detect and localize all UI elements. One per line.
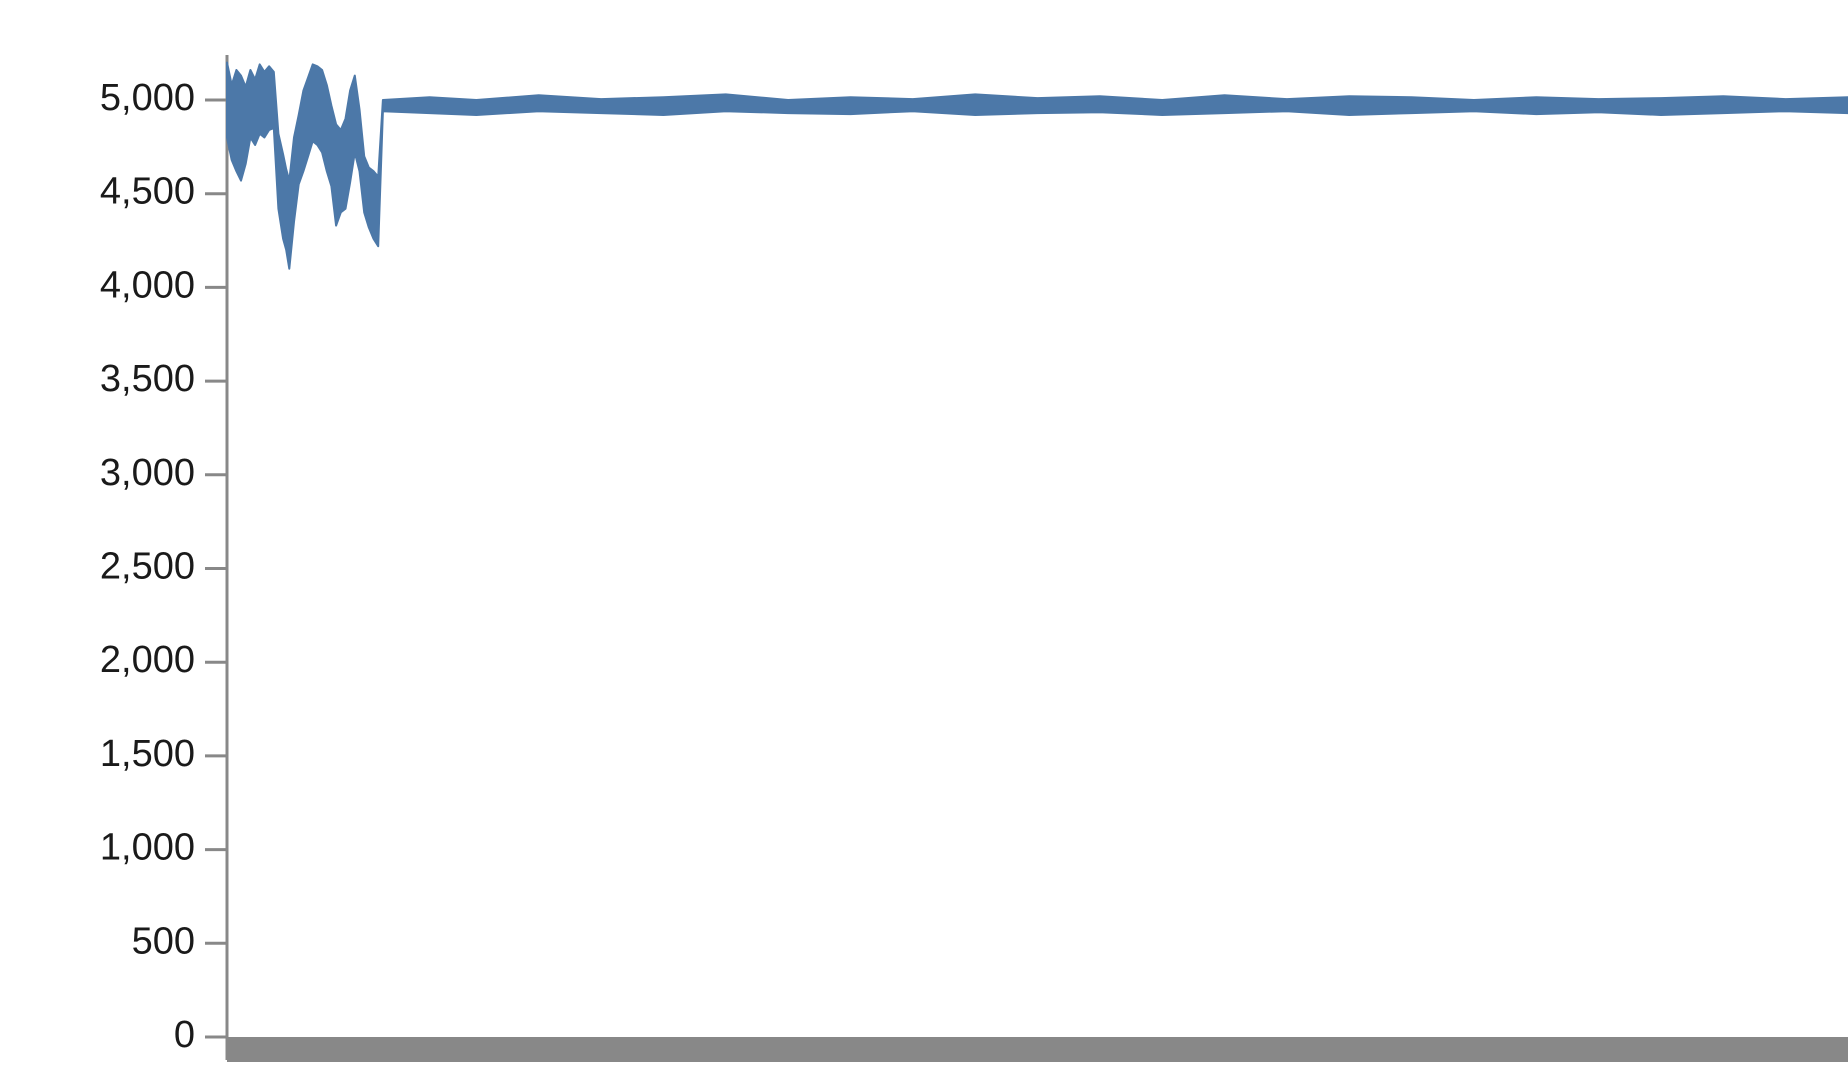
y-tick-label: 500 xyxy=(132,920,195,962)
plot-area xyxy=(226,61,1848,270)
y-tick-label: 0 xyxy=(174,1014,195,1056)
y-tick-label: 5,000 xyxy=(100,77,195,119)
y-tick-label: 3,500 xyxy=(100,358,195,400)
y-axis: 0 500 1,000 1,500 2,000 2,500 3,000 3,500 4,000 4… xyxy=(100,55,229,1060)
series-area xyxy=(226,61,1848,270)
x-axis-bar xyxy=(227,1037,1848,1062)
y-tick-label: 4,000 xyxy=(100,264,195,306)
y-tick-label: 4,500 xyxy=(100,171,195,213)
y-tick-label: 2,500 xyxy=(100,546,195,588)
y-tick-label: 1,500 xyxy=(100,733,195,775)
y-tick-label: 1,000 xyxy=(100,827,195,869)
y-axis-ticks: 0 500 1,000 1,500 2,000 2,500 3,000 3,500 4,000 4… xyxy=(100,77,227,1056)
y-tick-label: 2,000 xyxy=(100,639,195,681)
y-tick-label: 3,000 xyxy=(100,452,195,494)
